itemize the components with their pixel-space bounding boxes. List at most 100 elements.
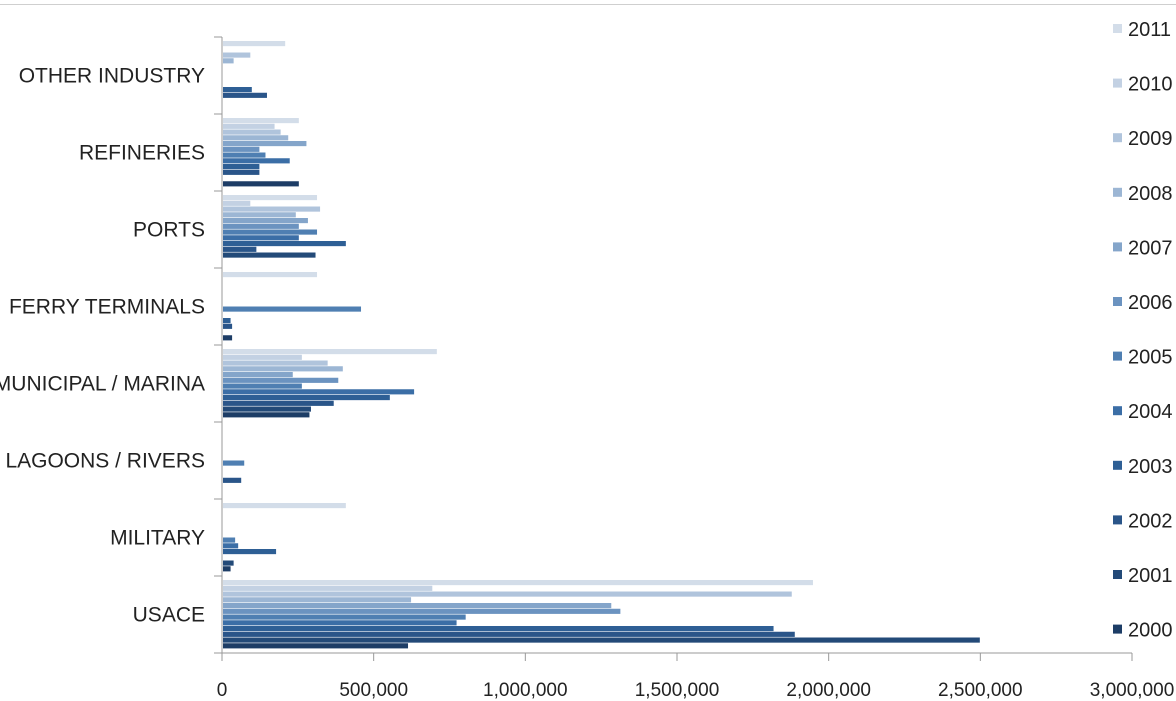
bar-ports-2003 <box>223 241 346 247</box>
x-tick-label: 1,000,000 <box>483 680 568 701</box>
bar-usace-2008 <box>223 597 412 603</box>
bars-group <box>223 41 980 649</box>
legend-label-2005: 2005 <box>1128 347 1173 369</box>
bar-ports-2010 <box>223 200 251 206</box>
top-divider-line <box>0 4 1176 5</box>
bar-municipal-marina-2003 <box>223 395 390 401</box>
legend: 2011 2010 2009 2008 2007 2006 2005 2004 2003 2002… <box>1113 19 1173 642</box>
legend-label-2004: 2004 <box>1128 401 1173 423</box>
legend-label-2009: 2009 <box>1128 128 1173 150</box>
legend-swatch-2007 <box>1113 242 1122 252</box>
bar-refineries-2005 <box>223 152 266 158</box>
bar-usace-2002 <box>223 631 795 637</box>
bar-ports-2001 <box>223 252 316 258</box>
legend-label-2010: 2010 <box>1128 74 1173 96</box>
bar-municipal-marina-2001 <box>223 406 311 412</box>
category-labels: OTHER INDUSTRY REFINERIES PORTS FERRY TERMI… <box>0 65 205 627</box>
legend-label-2007: 2007 <box>1128 237 1173 259</box>
category-label-ports: PORTS <box>133 219 205 242</box>
legend-swatch-2004 <box>1113 406 1122 416</box>
bar-other-industry-2011 <box>223 41 286 47</box>
bar-refineries-2006 <box>223 146 260 152</box>
bar-usace-2009 <box>223 591 792 597</box>
bar-ports-2008 <box>223 212 296 218</box>
x-tick-label: 0 <box>217 680 228 701</box>
bar-usace-2003 <box>223 626 774 632</box>
bar-municipal-marina-2010 <box>223 354 302 360</box>
legend-label-2000: 2000 <box>1128 620 1173 642</box>
legend-label-2008: 2008 <box>1128 183 1173 205</box>
bar-municipal-marina-2006 <box>223 377 339 383</box>
bar-ferry-terminals-2000 <box>223 335 233 341</box>
legend-swatch-2009 <box>1113 133 1122 143</box>
legend-swatch-2003 <box>1113 460 1122 470</box>
legend-swatch-2000 <box>1113 624 1122 634</box>
bar-refineries-2008 <box>223 135 289 141</box>
bar-other-industry-2009 <box>223 52 251 58</box>
bar-ports-2004 <box>223 235 299 241</box>
bar-ports-2011 <box>223 195 318 201</box>
bar-other-industry-2003 <box>223 87 252 93</box>
bar-refineries-2000 <box>223 181 299 187</box>
legend-swatch-2010 <box>1113 78 1122 88</box>
category-label-ferry-terminals: FERRY TERMINALS <box>9 296 205 319</box>
x-tick-label: 2,000,000 <box>786 680 871 701</box>
bar-refineries-2009 <box>223 129 281 135</box>
bar-ferry-terminals-2011 <box>223 272 318 278</box>
x-tick-labels: 0 500,000 1,000,000 1,500,000 2,000,000 2,500… <box>217 680 1175 701</box>
category-label-military: MILITARY <box>110 527 205 550</box>
bar-refineries-2004 <box>223 158 290 164</box>
bar-other-industry-2002 <box>223 92 267 98</box>
x-tick-label: 500,000 <box>339 680 408 701</box>
bar-other-industry-2008 <box>223 58 234 64</box>
legend-swatch-2011 <box>1113 24 1122 33</box>
bar-municipal-marina-2008 <box>223 366 343 372</box>
bar-usace-2004 <box>223 620 457 626</box>
bar-ports-2002 <box>223 246 257 252</box>
bar-ports-2007 <box>223 218 308 224</box>
bar-usace-2005 <box>223 614 466 620</box>
legend-label-2011: 2011 <box>1128 19 1171 41</box>
category-label-usace: USACE <box>133 604 205 627</box>
bar-ferry-terminals-2005 <box>223 306 362 312</box>
bar-municipal-marina-2005 <box>223 383 302 389</box>
bar-military-2004 <box>223 543 239 549</box>
bar-lagoons-rivers-2002 <box>223 477 242 483</box>
bar-municipal-marina-2009 <box>223 360 328 366</box>
bar-refineries-2002 <box>223 169 260 175</box>
legend-label-2002: 2002 <box>1128 510 1173 532</box>
category-label-refineries: REFINERIES <box>79 142 205 165</box>
bar-usace-2010 <box>223 585 433 591</box>
bar-military-2001 <box>223 560 234 566</box>
bar-military-2011 <box>223 503 346 509</box>
x-tick-label: 2,500,000 <box>938 680 1023 701</box>
category-label-other-industry: OTHER INDUSTRY <box>19 65 205 88</box>
bar-ports-2009 <box>223 206 321 212</box>
bar-refineries-2010 <box>223 123 275 129</box>
legend-label-2003: 2003 <box>1128 456 1173 478</box>
bar-military-2000 <box>223 566 231 572</box>
bar-refineries-2007 <box>223 141 307 147</box>
bar-usace-2001 <box>223 637 980 643</box>
x-tick-label: 3,000,000 <box>1090 680 1175 701</box>
bar-usace-2011 <box>223 580 813 586</box>
legend-swatch-2005 <box>1113 351 1122 361</box>
bar-refineries-2011 <box>223 118 299 124</box>
axes-group <box>214 36 1133 661</box>
bar-military-2003 <box>223 549 277 555</box>
legend-swatch-2006 <box>1113 297 1122 306</box>
x-tick-label: 1,500,000 <box>635 680 720 701</box>
bar-usace-2007 <box>223 603 612 609</box>
bar-municipal-marina-2011 <box>223 349 437 355</box>
bar-municipal-marina-2002 <box>223 400 334 406</box>
legend-swatch-2001 <box>1113 570 1122 579</box>
bar-military-2005 <box>223 537 236 543</box>
bar-municipal-marina-2004 <box>223 389 415 395</box>
bar-usace-2000 <box>223 643 409 649</box>
legend-swatch-2008 <box>1113 187 1122 197</box>
legend-label-2001: 2001 <box>1128 565 1173 587</box>
bar-lagoons-rivers-2005 <box>223 460 245 466</box>
bar-ferry-terminals-2003 <box>223 318 231 324</box>
bar-ports-2005 <box>223 229 318 235</box>
